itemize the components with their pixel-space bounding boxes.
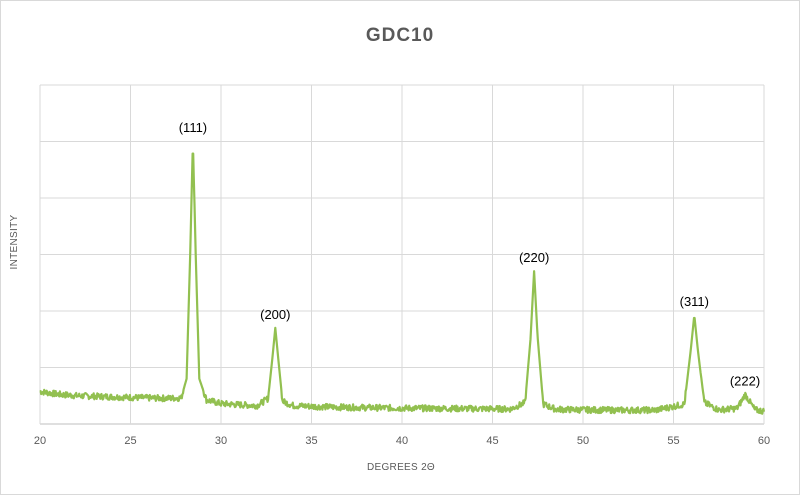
peak-label: (220) <box>519 250 549 265</box>
x-tick-label: 35 <box>305 435 317 447</box>
peak-label: (111) <box>179 120 207 135</box>
x-tick-label: 30 <box>215 435 227 447</box>
gridlines <box>39 84 765 425</box>
x-tick-labels: 20 25 30 35 40 45 50 55 60 <box>34 435 770 447</box>
x-tick-label: 25 <box>124 435 136 447</box>
peak-label: (200) <box>260 307 290 322</box>
x-tick-label: 20 <box>34 435 46 447</box>
peak-label: (311) <box>680 294 709 309</box>
x-tick-label: 50 <box>577 435 589 447</box>
chart-title: GDC10 <box>366 25 434 46</box>
x-tick-label: 45 <box>486 435 498 447</box>
peak-label: (222) <box>730 373 760 388</box>
x-tick-label: 40 <box>396 435 408 447</box>
peak-annotations: (111) (200) (220) (311) (222) <box>179 120 760 388</box>
x-tick-label: 55 <box>667 435 679 447</box>
series-line <box>39 152 766 415</box>
x-tick-label: 60 <box>758 435 770 447</box>
y-axis-label: INTENSITY <box>9 215 20 270</box>
x-axis-label: DEGREES 2Θ <box>367 462 435 473</box>
